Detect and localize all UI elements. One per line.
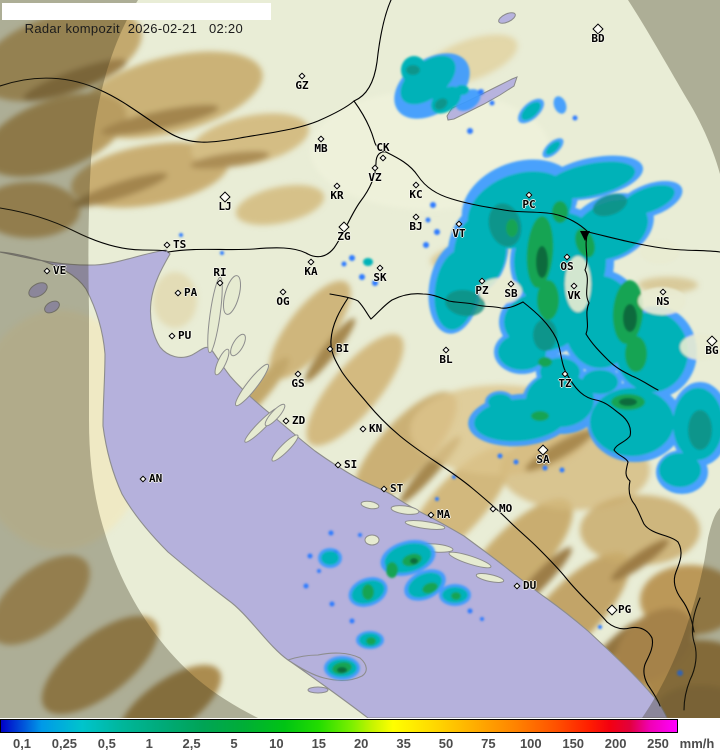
city-label: KN xyxy=(369,421,383,435)
city-label: OS xyxy=(560,260,574,273)
legend-tick-250: 250 xyxy=(647,736,669,751)
border-austria xyxy=(0,77,355,143)
city-label: TS xyxy=(173,237,187,251)
city-label: KC xyxy=(409,188,423,201)
city-label: ZD xyxy=(292,413,306,427)
city-label: BI xyxy=(336,341,350,355)
city-label: MO xyxy=(499,501,513,515)
city-label: BG xyxy=(705,344,719,357)
city-label: DU xyxy=(523,578,537,592)
border-slovenia-croatia xyxy=(167,151,387,258)
border-sava xyxy=(329,293,524,320)
lake-north xyxy=(498,12,516,24)
legend-tick-0,1: 0,1 xyxy=(12,736,32,751)
radar-site-icon xyxy=(580,231,590,241)
city-label: ST xyxy=(390,481,404,495)
city-label: GS xyxy=(291,377,305,390)
city-label: LJ xyxy=(218,200,232,213)
border-slovenia-hungary xyxy=(353,100,387,153)
intensity-colorbar xyxy=(0,719,678,733)
radar-map: VE TS LJ GZ MB CK VZ KR KC BD PC ZG BJ V… xyxy=(0,0,720,718)
city-label: VE xyxy=(53,263,67,277)
city-label: BL xyxy=(439,353,453,366)
legend-tick-75: 75 xyxy=(481,736,496,751)
legend-tick-20: 20 xyxy=(353,736,369,751)
city-label: PA xyxy=(184,285,198,299)
legend-tick-50: 50 xyxy=(438,736,454,751)
city-label: TZ xyxy=(558,377,572,390)
border-hungary-croatia xyxy=(385,151,589,233)
city-label: CK xyxy=(376,141,390,154)
intensity-unit-label: mm/h xyxy=(679,736,715,751)
city-label: NS xyxy=(656,295,670,308)
city-label: MA xyxy=(437,507,451,521)
border-danube xyxy=(584,231,659,391)
legend-tick-1: 1 xyxy=(145,736,153,751)
legend-tick-0,25: 0,25 xyxy=(51,736,78,751)
radar-map-graphics xyxy=(0,0,720,718)
city-label: KA xyxy=(304,265,318,278)
adriatic-islands xyxy=(207,275,505,583)
city-label: PC xyxy=(522,198,536,211)
legend-tick-2,5: 2,5 xyxy=(182,736,201,751)
city-label: SB xyxy=(504,287,518,300)
border-hungary-serbia xyxy=(587,231,720,253)
border-montenegro-albania xyxy=(683,597,701,711)
adriatic-sea xyxy=(0,249,668,718)
legend-tick-10: 10 xyxy=(269,736,284,751)
border-croatia-bosnia xyxy=(330,297,608,623)
city-label: PZ xyxy=(475,284,489,297)
city-label: SI xyxy=(344,457,358,471)
city-label: AN xyxy=(149,471,163,485)
city-label: SK xyxy=(373,271,387,284)
city-label: GZ xyxy=(295,79,309,92)
intensity-legend: 0,1 0,25 0,5 1 2,5 5 10 15 20 35 50 75 100 150 200 250 … xyxy=(0,718,720,751)
city-label: MB xyxy=(314,142,328,155)
legend-tick-150: 150 xyxy=(562,736,585,751)
city-label: OG xyxy=(276,295,290,308)
legend-tick-200: 200 xyxy=(604,736,627,751)
legend-tick-100: 100 xyxy=(519,736,542,751)
legend-tick-5: 5 xyxy=(230,736,238,751)
map-title: Radar kompozit 2026-02-21 02:20 xyxy=(24,21,243,36)
map-title-bar: Radar kompozit 2026-02-21 02:20 xyxy=(2,3,271,36)
city-label: VT xyxy=(452,227,466,240)
city-label: VZ xyxy=(368,171,382,184)
country-borders xyxy=(0,0,720,711)
radar-range-mask xyxy=(0,0,720,718)
city-label: PG xyxy=(618,602,632,616)
city-label: VK xyxy=(567,289,581,302)
border-bosnia-montenegro xyxy=(606,621,661,707)
city-label: ZG xyxy=(337,230,351,243)
border-austria-hungary xyxy=(353,0,392,102)
city-label: KR xyxy=(330,189,344,202)
city-label: RI xyxy=(213,266,227,279)
city-label: BJ xyxy=(409,220,423,233)
border-serbia-montenegro xyxy=(673,541,695,633)
echo-layer-intense-cores xyxy=(337,246,637,673)
border-italy-slovenia xyxy=(0,207,167,252)
venice-lagoons xyxy=(28,282,329,694)
legend-tick-15: 15 xyxy=(311,736,327,751)
echo-layer-heavy-rain xyxy=(332,201,647,675)
city-label: BD xyxy=(591,32,605,45)
city-label: SA xyxy=(536,453,550,466)
city-label: PU xyxy=(178,328,192,342)
legend-tick-0,5: 0,5 xyxy=(97,736,116,751)
legend-tick-35: 35 xyxy=(396,736,411,751)
border-drina xyxy=(522,301,679,543)
